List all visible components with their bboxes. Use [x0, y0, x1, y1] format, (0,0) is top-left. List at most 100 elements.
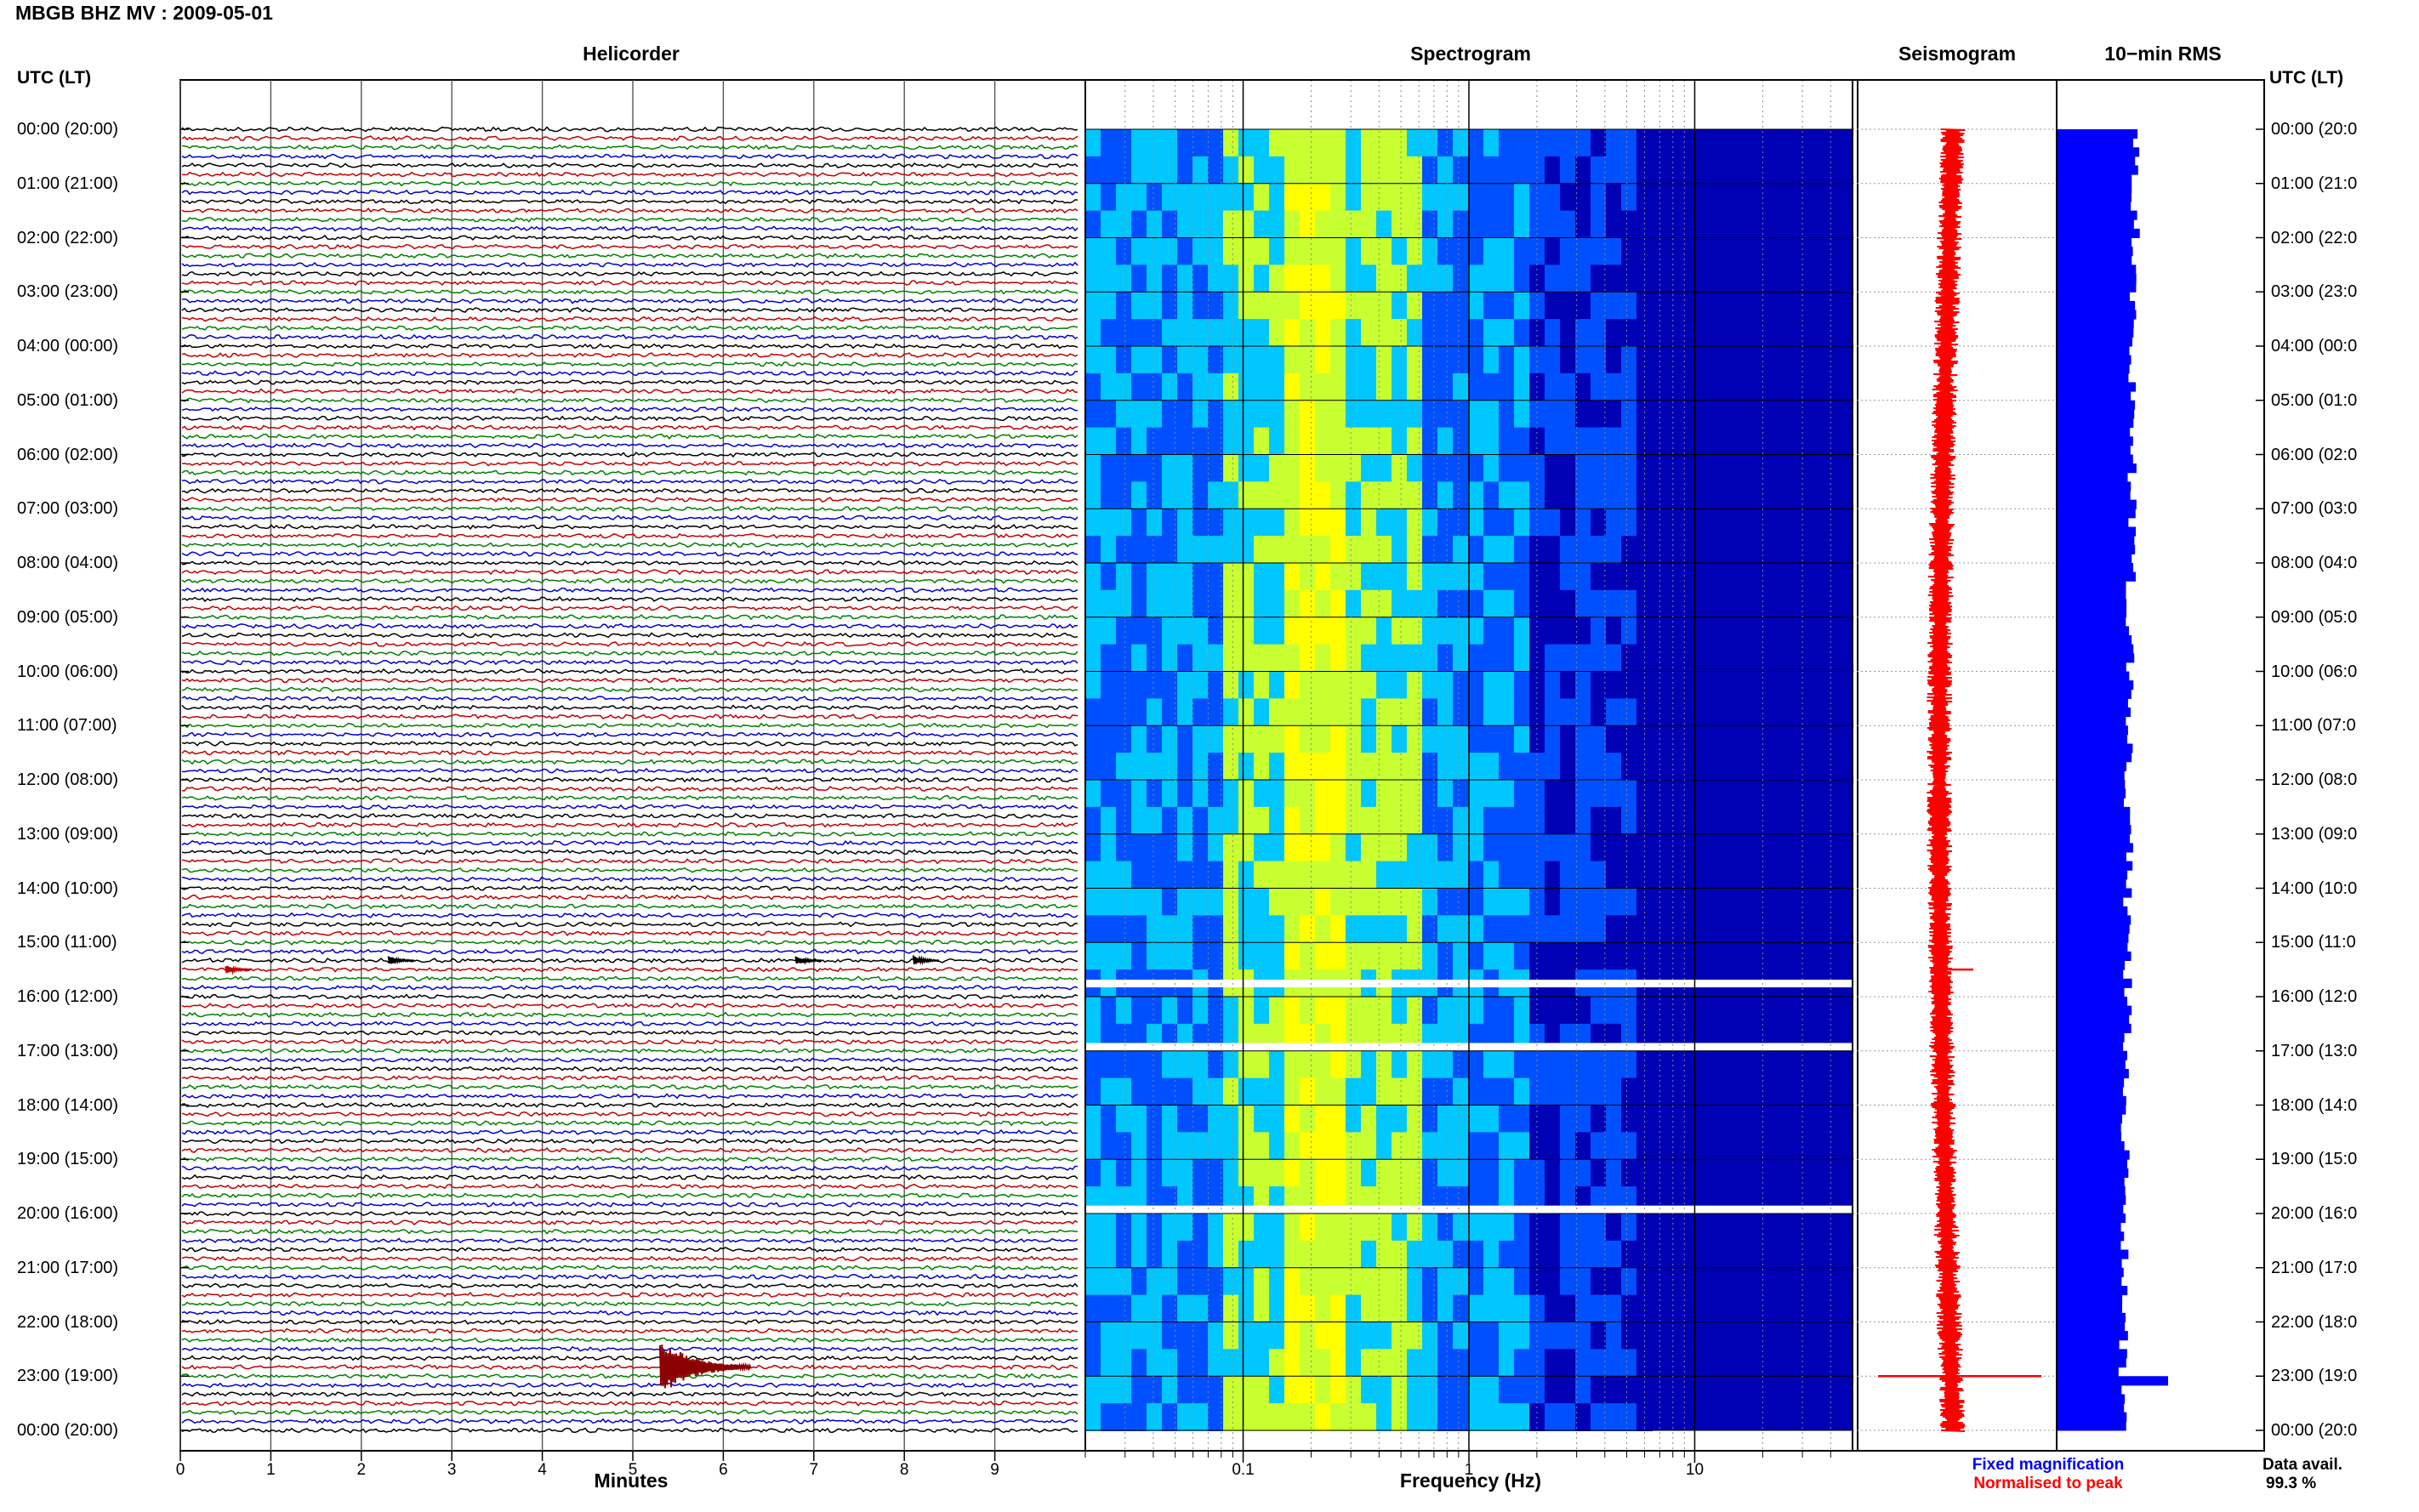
spectrogram-cell	[1437, 1105, 1454, 1134]
helicorder-trace	[181, 1003, 1079, 1009]
spectrogram-cell	[1392, 346, 1408, 374]
spectrogram-cell	[1422, 481, 1438, 510]
spectrogram-cell	[1361, 481, 1377, 510]
spectrogram-cell	[1575, 806, 1591, 835]
spectrogram-cell	[1116, 915, 1132, 944]
spectrogram-cell	[1621, 210, 1637, 239]
spectrogram-cell	[1284, 427, 1301, 456]
spectrogram-cell	[1453, 536, 1469, 564]
spectrogram-cell	[1300, 183, 1316, 212]
spectrogram-cell	[1254, 427, 1270, 456]
spectrogram-cell	[1545, 1240, 1561, 1269]
spectrogram-cell	[1192, 589, 1209, 618]
spectrogram-cell	[1529, 997, 1545, 1025]
spectrogram-cell	[1085, 1322, 1101, 1350]
spectrogram-cell	[1361, 400, 1377, 429]
spectrogram-cell	[1101, 671, 1117, 700]
rms-bar	[2058, 906, 2128, 916]
spectrogram-cell	[1223, 1267, 1239, 1296]
spectrogram-cell	[1177, 698, 1193, 727]
spectrogram-cell	[1238, 536, 1255, 564]
spectrogram-cell	[1636, 129, 1653, 157]
spectrogram-cell	[1330, 617, 1346, 645]
spectrogram-cell	[1238, 617, 1255, 645]
helicorder-trace	[181, 469, 1079, 476]
spectrogram-cell	[1131, 129, 1147, 157]
spectrogram-cell	[1621, 997, 1637, 1025]
spectrogram-cell	[1407, 1240, 1423, 1269]
spectrogram-cell	[1437, 346, 1454, 374]
spectrogram-cell	[1208, 129, 1224, 157]
spectrogram-cell	[1407, 427, 1423, 456]
spectrogram-cell	[1407, 725, 1423, 754]
helicorder-trace	[181, 1038, 1079, 1045]
spectrogram-cell	[1591, 617, 1607, 645]
spectrogram-cell	[1330, 183, 1346, 212]
spectrogram-cell	[1529, 1240, 1545, 1269]
spectrogram-cell	[1606, 1159, 1622, 1188]
spectrogram-cell	[1147, 400, 1163, 429]
spectrogram-cell	[1514, 1322, 1530, 1350]
rms-bar	[2058, 319, 2134, 329]
spectrogram-cell	[1192, 1322, 1209, 1350]
spectrogram-cell	[1545, 454, 1561, 483]
helicorder-trace	[181, 388, 1078, 395]
spectrogram-cell	[1575, 1050, 1591, 1079]
spectrogram-cell	[1284, 536, 1301, 564]
rms-bar	[2058, 517, 2129, 527]
spectrogram-cell	[1499, 1214, 1515, 1242]
spectrogram-cell	[1269, 997, 1285, 1025]
spectrogram-cell	[1468, 861, 1484, 890]
spectrogram-cell	[1575, 264, 1591, 293]
spectrogram-cell	[1192, 1105, 1209, 1134]
spectrogram-cell	[1529, 183, 1545, 212]
spectrogram-cell	[1606, 1376, 1622, 1405]
spectrogram-cell	[1131, 372, 1147, 401]
rms-bar	[2058, 364, 2130, 374]
spectrogram-cell	[1499, 617, 1515, 645]
spectrogram-cell	[1085, 1105, 1101, 1134]
spectrogram-cell	[1101, 725, 1117, 754]
spectrogram-cell	[1147, 481, 1163, 510]
spectrogram-cell	[1453, 1077, 1469, 1106]
spectrogram-cell	[1177, 861, 1193, 890]
page-title: MBGB BHZ MV : 2009-05-01	[15, 2, 273, 24]
spectrogram-cell	[1208, 346, 1224, 374]
spectrogram-cell	[1560, 237, 1576, 266]
spectrogram-cell	[1499, 454, 1515, 483]
rms-bar	[2058, 228, 2140, 238]
spectrogram-cell	[1269, 671, 1285, 700]
spectrogram-cell	[1376, 563, 1392, 591]
spectrogram-cell	[1330, 833, 1346, 862]
spectrogram-cell	[1238, 671, 1255, 700]
spectrogram-cell	[1162, 509, 1178, 537]
helicorder-trace	[181, 849, 1079, 855]
spectrogram-cell	[1085, 725, 1101, 754]
spectrogram-cell	[1453, 753, 1469, 781]
spectrogram-cell	[1162, 454, 1178, 483]
spectrogram-cell	[1560, 888, 1576, 917]
helicorder-trace	[181, 776, 1079, 783]
spectrogram-cell	[1392, 1240, 1408, 1269]
spectrogram-cell	[1483, 346, 1500, 374]
spectrogram-cell	[1131, 1267, 1147, 1296]
spectrogram-cell	[1330, 237, 1346, 266]
spectrogram-cell	[1392, 319, 1408, 347]
helicorder-trace	[181, 939, 1078, 946]
spectrogram-cell	[1376, 400, 1392, 429]
helicorder-trace	[181, 479, 1079, 485]
spectrogram-cell	[1085, 563, 1101, 591]
helicorder-trace	[181, 605, 1079, 611]
spectrogram-cell	[1514, 183, 1530, 212]
spectrogram-cell	[1192, 644, 1209, 673]
spectrogram-cell	[1606, 563, 1622, 591]
spectrogram-cell	[1545, 1322, 1561, 1350]
spectrogram-cell	[1284, 1349, 1301, 1378]
spectrogram-cell	[1575, 1376, 1591, 1405]
spectrogram-cell	[1346, 237, 1362, 266]
spectrogram-cell	[1437, 509, 1454, 537]
spectrogram-cell	[1591, 1105, 1607, 1134]
spectrogram-cell	[1407, 753, 1423, 781]
spectrogram-cell	[1192, 617, 1209, 645]
spectrogram-cell	[1468, 888, 1484, 917]
